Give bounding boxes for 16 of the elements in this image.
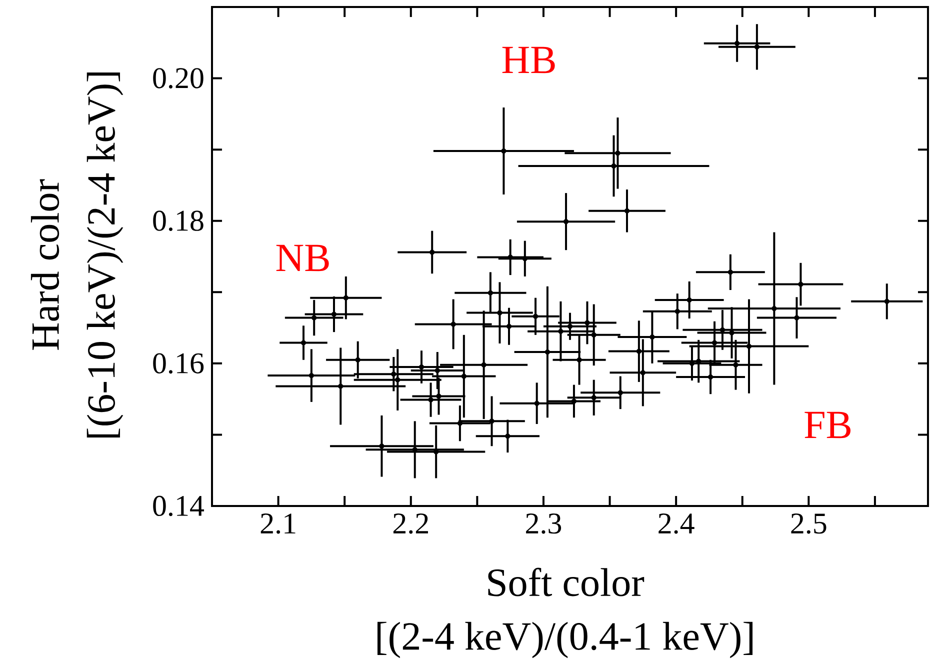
x-tick-label: 2.4: [658, 514, 694, 534]
annotation: FB: [804, 412, 850, 438]
y-tick-label: 0.20: [153, 68, 204, 88]
y-tick-label: 0.18: [153, 210, 204, 232]
x-tick-label: 2.3: [526, 514, 562, 534]
text: [(2-4 keV)/(0.4-1 keV)]: [377, 622, 753, 658]
y-tick-label: 0.16: [153, 353, 204, 374]
annotation: HB: [502, 46, 555, 74]
y-axis-title: Hard color: [30, 179, 60, 350]
y-tick-label: 0.14: [153, 496, 204, 516]
x-axis-title: Soft color: [488, 568, 644, 596]
text: [(6-10 keV)/(2-4 keV)]: [86, 72, 124, 438]
x-tick-label: 2.2: [393, 514, 428, 534]
x-tick-label: 2.1: [260, 514, 296, 534]
annotation: NB: [276, 244, 329, 272]
x-tick-label: 2.5: [791, 514, 826, 534]
